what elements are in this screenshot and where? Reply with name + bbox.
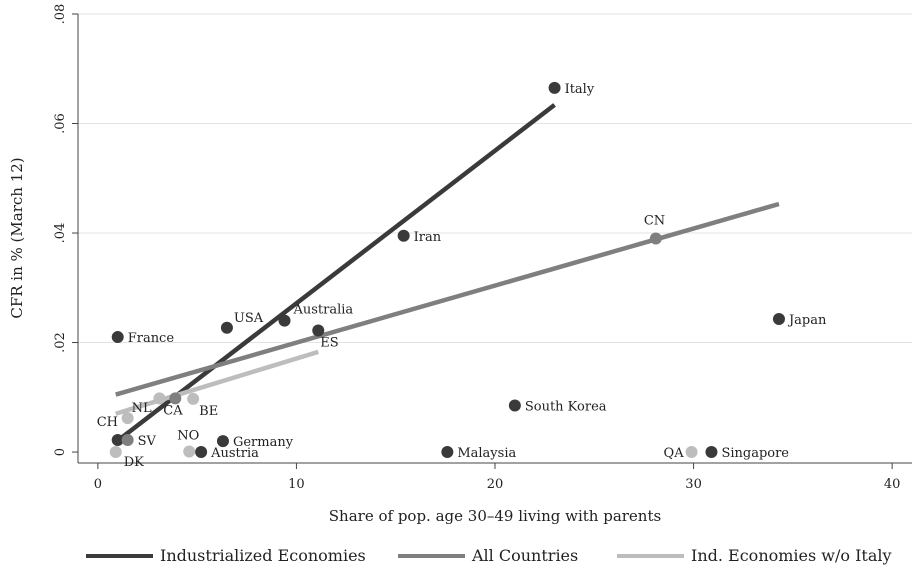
data-point [772,312,785,325]
point-label: Germany [233,435,294,450]
point-label: Italy [565,82,595,97]
point-label: Australia [293,303,354,318]
point-label: Austria [210,446,259,461]
x-tick-label: 0 [94,477,102,492]
point-label: Singapore [721,446,789,461]
data-point [121,412,134,425]
point-label: QA [664,446,685,461]
data-point [685,446,698,459]
x-tick-label: 20 [487,477,504,492]
y-tick-label: .06 [53,113,68,134]
data-point [111,434,124,447]
y-axis-title: CFR in % (March 12) [8,157,26,318]
point-label: CH [97,415,118,430]
data-point [312,324,325,337]
data-point [195,446,208,459]
point-label: Japan [787,313,827,328]
data-point [216,435,229,448]
legend-label-without-italy: Ind. Economies w/o Italy [691,546,892,565]
legend-label-industrialized: Industrialized Economies [160,546,366,565]
x-ticks: 0 10 20 30 40 [94,463,901,492]
point-label: BE [199,404,218,419]
point-label: France [128,331,175,346]
point-label: USA [234,311,264,326]
point-label: ES [320,335,338,350]
data-point [508,399,521,412]
point-label: Malaysia [457,446,516,461]
point-label: Iran [414,230,442,245]
data-point [705,446,718,459]
legend-label-all-countries: All Countries [471,546,578,565]
data-point [548,81,561,94]
point-label: CA [163,403,183,418]
point-label: CN [644,214,665,229]
data-point [111,331,124,344]
x-tick-label: 30 [685,477,702,492]
data-point [278,314,291,327]
point-label: NL [132,401,152,416]
data-point [169,392,182,405]
y-tick-label: .02 [53,332,68,353]
gridlines [78,13,912,344]
data-point [109,446,122,459]
data-point [121,434,134,447]
data-point [187,392,200,405]
point-label: DK [124,455,144,470]
y-tick-label: 0 [53,448,68,456]
data-point [397,229,410,242]
y-tick-label: .08 [53,4,68,25]
point-label: SV [138,434,157,449]
data-point [153,392,166,405]
y-ticks: 0 .02 .04 .06 .08 [53,4,78,456]
fit-line [115,201,780,397]
x-tick-label: 10 [288,477,305,492]
point-label: NO [177,429,199,444]
fit-line [114,103,556,444]
legend: Industrialized Economies All Countries I… [86,546,892,565]
x-tick-label: 40 [884,477,901,492]
data-point [441,446,454,459]
fit-lines [114,103,780,444]
fit-line [115,349,319,416]
y-tick-label: .04 [53,223,68,244]
point-labels: Italy Iran CN Japan USA Australia ES France Sout… [97,82,827,470]
x-axis-title: Share of pop. age 30–49 living with pare… [329,507,661,525]
point-label: South Korea [525,400,607,415]
data-point [183,445,196,458]
data-point [649,232,662,245]
data-point [220,321,233,334]
data-points [109,81,785,459]
plot-frame [77,14,912,464]
